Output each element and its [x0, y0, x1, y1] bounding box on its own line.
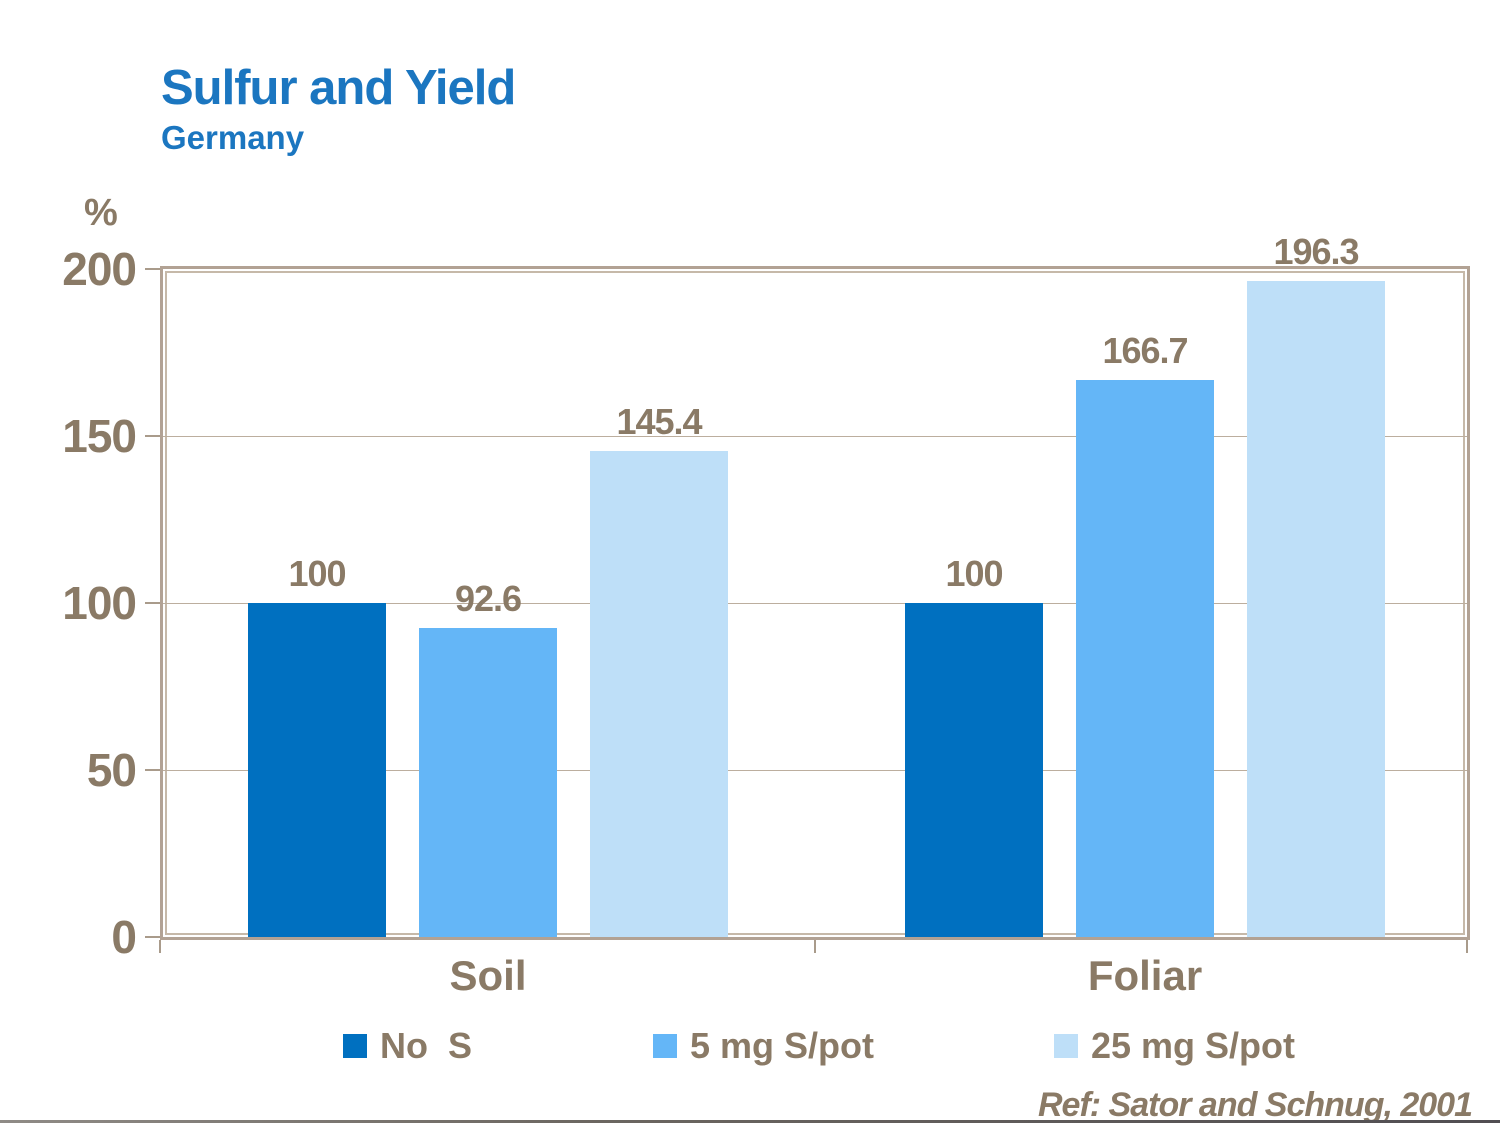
y-axis-unit-label: %: [84, 192, 118, 234]
gridline-50: [163, 770, 1467, 771]
bar-foliar-series1: [1076, 380, 1214, 937]
value-label-foliar-series1: 166.7: [1102, 330, 1188, 371]
reference-text: Ref: Sator and Schnug, 2001: [1038, 1086, 1473, 1124]
ytick-mark-50: [145, 769, 160, 771]
xtick-mark-0: [159, 940, 161, 953]
ytick-mark-100: [145, 602, 160, 604]
category-label-soil: Soil: [449, 952, 527, 999]
gridline-100: [163, 603, 1467, 604]
bar-soil-series1: [419, 628, 557, 937]
ytick-label-200: 200: [62, 243, 137, 295]
xtick-mark-1: [814, 940, 816, 953]
legend-label-1: 5 mg S/pot: [690, 1025, 875, 1066]
legend-item-1: 5 mg S/pot: [653, 1024, 874, 1068]
bar-foliar-series0: [905, 603, 1043, 937]
xtick-mark-2: [1466, 940, 1468, 953]
legend-label-2: 25 mg S/pot: [1091, 1025, 1296, 1066]
ytick-label-0: 0: [111, 911, 137, 963]
bar-foliar-series2: [1247, 281, 1385, 937]
legend-item-0: No S: [343, 1024, 472, 1068]
legend-swatch-1: [653, 1034, 677, 1058]
chart-title: Sulfur and Yield: [161, 61, 516, 115]
chart-subtitle: Germany: [161, 119, 305, 156]
value-label-soil-series2: 145.4: [616, 401, 702, 442]
bar-soil-series0: [248, 603, 386, 937]
legend-swatch-2: [1054, 1034, 1078, 1058]
gridline-150: [163, 436, 1467, 437]
ytick-mark-200: [145, 268, 160, 270]
ytick-label-100: 100: [62, 577, 137, 629]
value-label-soil-series0: 100: [288, 553, 346, 594]
ytick-mark-150: [145, 435, 160, 437]
ytick-label-50: 50: [86, 744, 137, 796]
value-label-foliar-series0: 100: [945, 553, 1003, 594]
legend-swatch-0: [343, 1034, 367, 1058]
value-label-foliar-series2: 196.3: [1273, 231, 1359, 272]
bottom-rule: [0, 1120, 1500, 1123]
bar-soil-series2: [590, 451, 728, 937]
plot-area: [160, 266, 1470, 940]
ytick-mark-0: [145, 936, 160, 938]
value-label-soil-series1: 92.6: [454, 578, 522, 619]
ytick-label-150: 150: [62, 410, 137, 462]
legend-label-0: No S: [380, 1025, 473, 1066]
category-label-foliar: Foliar: [1087, 952, 1203, 999]
legend-item-2: 25 mg S/pot: [1054, 1024, 1295, 1068]
